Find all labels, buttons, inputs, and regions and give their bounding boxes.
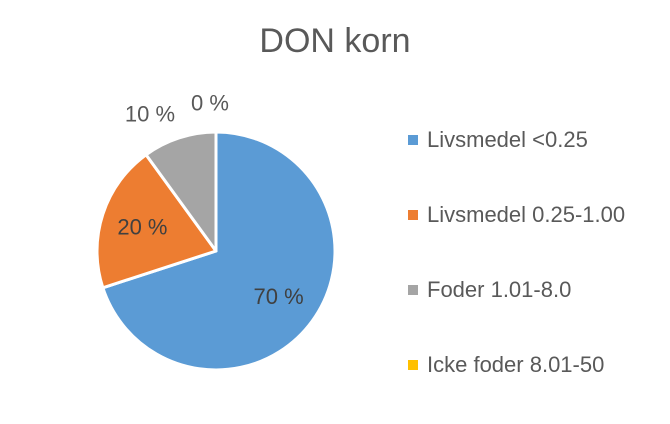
pie-slice-3	[144, 130, 218, 253]
legend-item-4: Icke foder 8.01-50	[408, 352, 604, 378]
pie-slice-1	[101, 130, 337, 372]
data-label-1: 70 %	[253, 284, 303, 309]
data-label-4: 0 %	[191, 91, 229, 116]
legend-item-3: Foder 1.01-8.0	[408, 277, 571, 303]
legend-label-1: Livsmedel <0.25	[427, 127, 588, 152]
data-label-2: 20 %	[117, 215, 167, 240]
legend-label-4: Icke foder 8.01-50	[427, 352, 605, 377]
legend-swatch-2	[408, 210, 418, 220]
chart-title: DON korn	[259, 22, 411, 60]
legend-swatch-3	[408, 285, 418, 295]
legend-swatch-4	[408, 360, 418, 370]
legend-item-2: Livsmedel 0.25-1.00	[408, 202, 625, 228]
legend-item-1: Livsmedel <0.25	[408, 127, 588, 153]
legend-swatch-1	[408, 135, 418, 145]
data-label-3: 10 %	[125, 102, 175, 127]
legend-label-3: Foder 1.01-8.0	[427, 277, 572, 302]
pie-slice-2	[95, 153, 218, 290]
legend-label-2: Livsmedel 0.25-1.00	[427, 202, 626, 227]
